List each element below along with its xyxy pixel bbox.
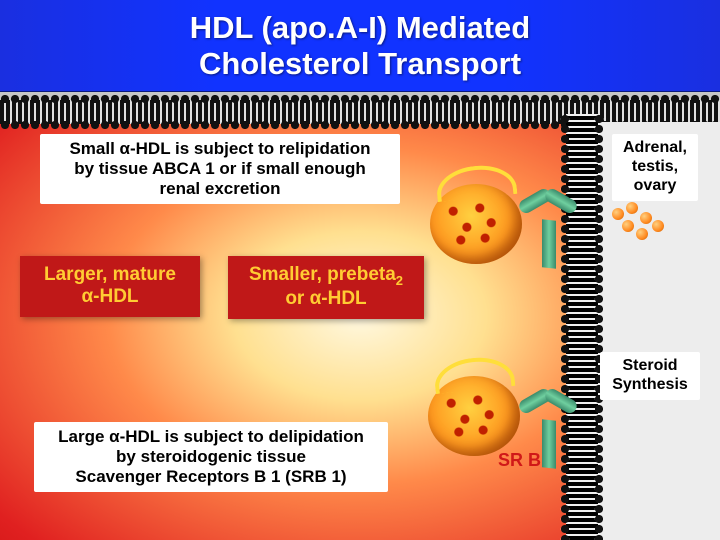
diagram-canvas: Small α-HDL is subject to relipidation b… [0,92,720,540]
page-title: HDL (apo.A-I) Mediated Cholesterol Trans… [0,0,720,92]
small-hdl-post: or α-HDL [285,288,366,309]
hdl-particle-bottom [428,376,520,456]
title-text: HDL (apo.A-I) Mediated Cholesterol Trans… [190,10,530,81]
receptor-stem [542,419,556,468]
membrane-top [0,100,720,124]
small-hdl-sub: 2 [396,273,403,288]
receptor-bottom-srb1 [518,388,578,468]
large-hdl-label: Larger, mature α-HDL [44,264,176,307]
lipid-dots [436,384,512,448]
relipidation-text: Small α-HDL is subject to relipidation b… [69,139,370,198]
membrane-right [566,114,598,540]
hdl-particle-top [430,184,522,264]
lipid-stream-top [610,202,670,242]
small-hdl-box: Smaller, prebeta2 or α-HDL [228,256,424,319]
large-hdl-box: Larger, mature α-HDL [20,256,200,317]
steroid-label: Steroid Synthesis [612,357,688,393]
steroid-label-box: Steroid Synthesis [600,352,700,400]
receptor-arm [543,386,579,415]
delipidation-text-box: Large α-HDL is subject to delipidation b… [34,422,388,492]
small-hdl-pre: Smaller, prebeta [249,264,396,285]
relipidation-text-box: Small α-HDL is subject to relipidation b… [40,134,400,204]
receptor-arm [543,186,579,215]
adrenal-label-box: Adrenal, testis, ovary [612,134,698,201]
adrenal-label: Adrenal, testis, ovary [623,139,687,194]
receptor-top [518,188,578,268]
lipid-dots [438,192,514,256]
delipidation-text: Large α-HDL is subject to delipidation b… [58,427,364,486]
receptor-stem [542,219,556,268]
